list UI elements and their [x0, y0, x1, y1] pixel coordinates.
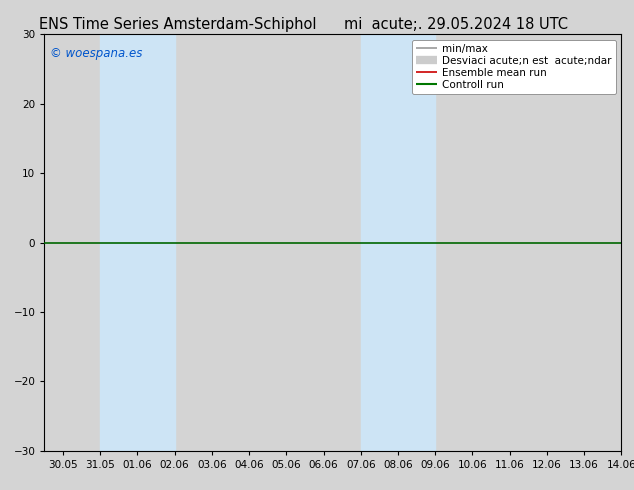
Bar	[100, 34, 174, 451]
Bar	[361, 34, 435, 451]
Text: ENS Time Series Amsterdam-Schiphol: ENS Time Series Amsterdam-Schiphol	[39, 17, 316, 32]
Legend: min/max, Desviaci acute;n est  acute;ndar, Ensemble mean run, Controll run: min/max, Desviaci acute;n est acute;ndar…	[412, 40, 616, 94]
Text: mi  acute;. 29.05.2024 18 UTC: mi acute;. 29.05.2024 18 UTC	[344, 17, 569, 32]
Text: © woespana.es: © woespana.es	[50, 47, 143, 60]
